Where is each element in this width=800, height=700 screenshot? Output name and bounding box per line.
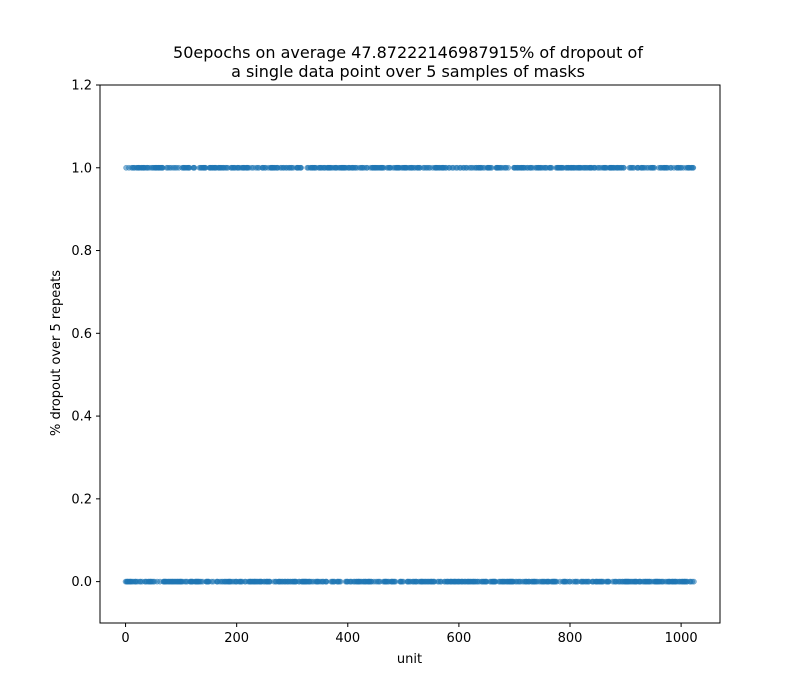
y-tick-label: 0.8 <box>71 244 92 259</box>
x-tick-label: 600 <box>446 631 471 646</box>
axes: 0 200 400 600 800 1000 0.0 0.2 0.4 0.6 0.8 1.0 1.2 <box>71 79 721 646</box>
x-tick-label: 1000 <box>665 631 698 646</box>
data-point-level-1 <box>191 164 198 171</box>
x-tick-label: 0 <box>121 631 129 646</box>
chart-title-line-1: 50epochs on average 47.87222146987915% o… <box>173 43 643 62</box>
plot-frame <box>99 84 721 624</box>
plot-background <box>100 85 720 623</box>
data-point-level-1 <box>505 164 512 171</box>
data-point-level-1 <box>298 164 304 171</box>
y-tick-label: 0.6 <box>71 327 92 342</box>
data-point-level-0 <box>337 578 344 585</box>
x-tick-label: 800 <box>558 631 583 646</box>
data-point-level-1 <box>690 164 697 171</box>
x-axis-label: unit <box>397 652 422 667</box>
x-tick-label: 200 <box>224 631 249 646</box>
data-point-level-0 <box>691 578 697 585</box>
chart-title-line-2: a single data point over 5 samples of ma… <box>231 62 585 81</box>
y-tick-label: 0.4 <box>71 410 92 425</box>
data-point-level-1 <box>621 164 627 171</box>
y-tick-label: 0.0 <box>71 575 92 590</box>
y-tick-label: 1.2 <box>71 79 92 94</box>
y-tick-label: 0.2 <box>71 492 92 507</box>
data-points <box>122 164 697 585</box>
plot-area <box>100 85 720 623</box>
y-tick-label: 1.0 <box>71 161 92 176</box>
y-axis-label: % dropout over 5 repeats <box>49 270 64 436</box>
x-tick-label: 400 <box>335 631 360 646</box>
